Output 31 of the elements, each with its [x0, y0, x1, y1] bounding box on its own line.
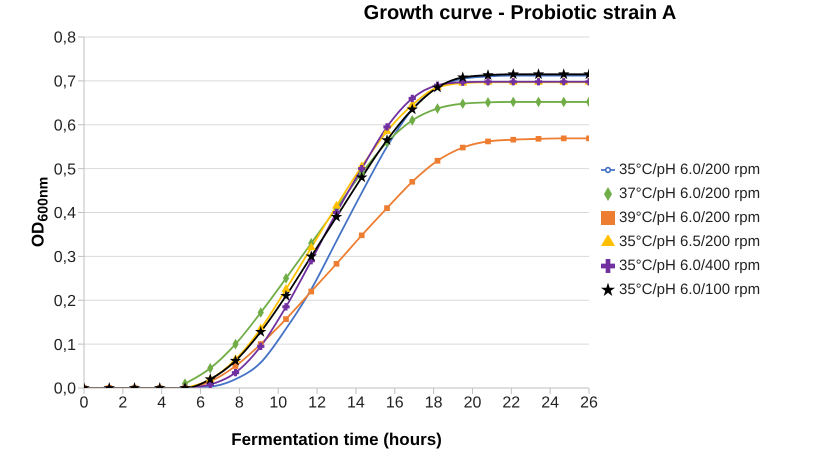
x-tick-label: 4 — [157, 394, 166, 412]
legend-label: 37°C/pH 6.0/200 rpm — [619, 185, 760, 202]
x-tick-label: 12 — [308, 394, 326, 412]
y-tick-label: 0,5 — [54, 161, 76, 178]
x-tick-label: 18 — [424, 394, 443, 412]
legend-label: 35°C/pH 6.0/100 rpm — [619, 281, 760, 298]
legend-label: 35°C/pH 6.0/200 rpm — [619, 161, 760, 178]
legend-label: 35°C/pH 6.0/400 rpm — [619, 257, 760, 274]
x-tick-label: 10 — [269, 394, 288, 412]
y-tick-label: 0,8 — [54, 30, 76, 47]
x-tick-label: 26 — [580, 394, 598, 412]
y-tick-label: 0,4 — [54, 205, 76, 222]
y-tick-label: 0,2 — [54, 292, 76, 310]
chart-title: Growth curve - Probiotic strain A — [362, 2, 678, 25]
x-axis-title: Fermentation time (hours) — [230, 430, 443, 450]
x-tick-label: 22 — [502, 394, 520, 412]
x-tick-label: 8 — [234, 394, 244, 412]
y-tick-label: 0,3 — [54, 249, 76, 266]
x-tick-label: 14 — [347, 394, 365, 412]
y-tick-label: 0,1 — [54, 336, 76, 354]
y-tick-label: 0,0 — [54, 380, 76, 398]
y-tick-label: 0,7 — [54, 74, 76, 91]
legend-label: 35°C/pH 6.5/200 rpm — [619, 233, 760, 250]
x-tick-label: 2 — [118, 394, 128, 412]
legend-label: 39°C/pH 6.0/200 rpm — [619, 209, 760, 226]
x-tick-label: 24 — [541, 394, 560, 412]
y-tick-label: 0,6 — [54, 117, 76, 134]
x-tick-label: 0 — [80, 394, 89, 412]
x-tick-label: 16 — [386, 394, 404, 412]
x-tick-label: 20 — [464, 394, 482, 412]
x-tick-label: 6 — [196, 394, 206, 412]
